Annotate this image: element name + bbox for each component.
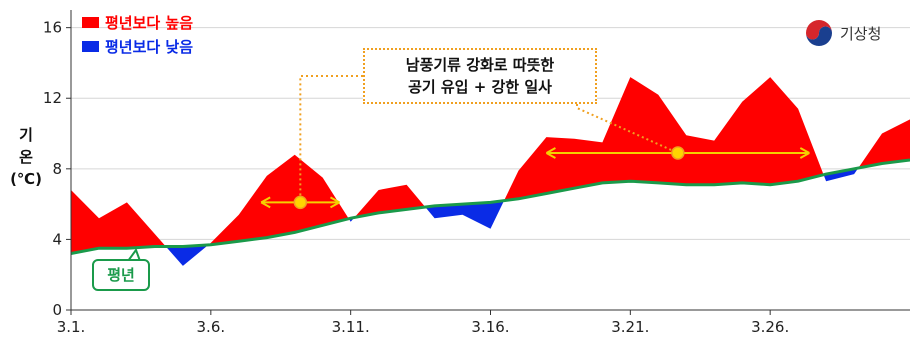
y-tick-label: 12	[43, 89, 62, 107]
axes: 0 4 8 12 16 3.1. 3.6. 3.11. 3.16. 3.21. 3.26.	[43, 10, 910, 336]
annotation-point	[293, 195, 308, 210]
y-tick-label: 8	[52, 160, 62, 178]
legend-label-above: 평년보다 높음	[105, 13, 194, 32]
legend: 평년보다 높음 평년보다 낮음	[82, 10, 193, 58]
y-tick-label: 16	[43, 19, 62, 37]
arrow-head	[329, 196, 340, 209]
arrow-head	[260, 196, 271, 209]
y-axis-label: 기 온 (℃)	[6, 124, 46, 190]
normal-temperature-line	[70, 158, 910, 255]
y-axis-label-line: 온	[19, 148, 33, 166]
x-tick-label: 3.11.	[332, 318, 370, 336]
legend-label-below: 평년보다 낮음	[105, 37, 194, 56]
y-tick-label: 0	[52, 301, 62, 319]
kma-logo-icon	[806, 20, 832, 46]
legend-swatch-blue	[82, 40, 99, 52]
annotation-leader	[299, 75, 363, 203]
annotation-line: 남풍기류 강화로 따뜻한	[405, 56, 555, 74]
annotation-point	[671, 146, 685, 160]
annotation-leaders	[127, 75, 810, 262]
normal-label-tail	[127, 247, 141, 262]
above-normal-area	[71, 77, 910, 254]
annotation-line: 공기 유입 + 강한 일사	[408, 78, 552, 96]
arrow-head	[799, 147, 810, 159]
y-tick-label: 4	[52, 230, 62, 248]
x-tick-label: 3.26.	[751, 318, 789, 336]
annotation-box: 남풍기류 강화로 따뜻한 공기 유입 + 강한 일사	[363, 48, 597, 104]
anomaly-areas	[71, 77, 910, 266]
x-tick-label: 3.1.	[57, 318, 86, 336]
x-tick-label: 3.6.	[197, 318, 226, 336]
x-tick-label: 3.16.	[471, 318, 509, 336]
logo-text: 기상청	[840, 24, 882, 43]
y-axis-label-line: 기	[19, 126, 33, 144]
legend-item-above: 평년보다 높음	[82, 10, 193, 34]
kma-logo: 기상청	[804, 18, 881, 48]
arrow-head	[545, 147, 556, 159]
annotation-leader	[576, 104, 679, 154]
legend-item-below: 평년보다 낮음	[82, 34, 193, 58]
legend-swatch-red	[82, 16, 99, 28]
x-tick-label: 3.21.	[611, 318, 649, 336]
y-axis-label-line: (℃)	[10, 170, 42, 188]
normal-label-callout: 평년	[92, 259, 150, 291]
